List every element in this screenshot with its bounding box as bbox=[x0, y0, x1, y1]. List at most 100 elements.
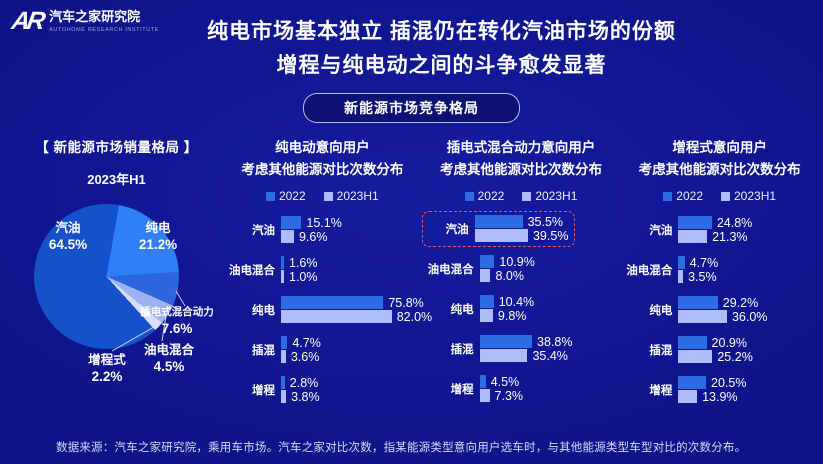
category-label: 增程 bbox=[252, 385, 275, 397]
autohome-logo-icon: AR bbox=[9, 7, 45, 35]
category-label: 插混 bbox=[252, 345, 275, 357]
bar-value: 4.7% bbox=[689, 255, 719, 270]
bar-value: 29.2% bbox=[722, 295, 759, 310]
category-label: 汽油 bbox=[445, 224, 469, 236]
bar-value: 3.6% bbox=[290, 349, 320, 364]
bar-value: 35.4% bbox=[532, 348, 568, 363]
bar-value: 7.3% bbox=[494, 388, 524, 403]
bar-2022 bbox=[479, 335, 533, 348]
chart-subtitle: 考虑其他能源对比次数分布 bbox=[440, 162, 602, 177]
legend-swatch-icon bbox=[522, 191, 532, 201]
bar-group-纯电: 纯电 10.4% 9.8% bbox=[428, 295, 534, 323]
pie-panel: 【 新能源市场销量格局 】 2023年H1 纯电 21.2% 插电式混合动力 7.6%… bbox=[14, 128, 219, 416]
bar-value: 8.0% bbox=[495, 268, 524, 283]
category-label: 纯电 bbox=[450, 304, 474, 316]
legend-swatch-icon bbox=[265, 191, 275, 201]
legend: 2022 2023H1 bbox=[426, 189, 617, 203]
bar-group-增程: 增程 4.5% 7.3% bbox=[428, 375, 523, 403]
chart-subtitle: 考虑其他能源对比次数分布 bbox=[241, 162, 404, 177]
bar-value: 13.9% bbox=[702, 389, 738, 404]
bar-2023H1 bbox=[281, 350, 286, 363]
bar-2022 bbox=[281, 256, 284, 269]
charts-area: 【 新能源市场销量格局 】 2023年H1 纯电 21.2% 插电式混合动力 7.6%… bbox=[14, 128, 815, 416]
legend-swatch-icon bbox=[721, 191, 730, 201]
pie-slice-label: 纯电 21.2% bbox=[138, 221, 178, 253]
bar-2022 bbox=[678, 296, 718, 309]
bar-value: 20.5% bbox=[711, 375, 747, 390]
bar-2022 bbox=[678, 256, 685, 269]
bar-2022 bbox=[479, 295, 494, 308]
bar-2022 bbox=[678, 216, 712, 229]
pie-slice-label: 汽油 64.5% bbox=[48, 221, 88, 253]
bar-value: 25.2% bbox=[717, 349, 753, 364]
bar-group-插混: 插混 38.8% 35.4% bbox=[428, 335, 573, 363]
bar-group-纯电: 纯电 29.2% 36.0% bbox=[626, 296, 767, 324]
bar-group-汽油: 汽油 35.5% 39.5% bbox=[421, 211, 576, 247]
bar-2023H1 bbox=[474, 229, 528, 242]
bar-2022 bbox=[474, 215, 523, 228]
bar-value: 3.8% bbox=[291, 389, 320, 404]
bar-2023H1 bbox=[281, 270, 284, 283]
bar-value: 1.0% bbox=[289, 269, 318, 284]
bar-group-汽油: 汽油 24.8% 21.3% bbox=[626, 216, 752, 244]
bar-group-油电混合: 油电混合 1.6% 1.0% bbox=[229, 256, 318, 284]
category-label: 油电混合 bbox=[427, 264, 474, 276]
bar-value: 3.5% bbox=[688, 269, 717, 284]
bar-chart-phev: 插电式混合动力意向用户 考虑其他能源对比次数分布 2022 2023H1 汽油 35… bbox=[421, 128, 617, 416]
bar-value: 21.3% bbox=[712, 229, 748, 244]
logo-name: 汽车之家研究院 bbox=[49, 9, 141, 25]
bar-group-汽油: 汽油 15.1% 9.6% bbox=[229, 216, 342, 244]
bar-group-插混: 插混 4.7% 3.6% bbox=[229, 336, 321, 364]
bar-2022 bbox=[678, 376, 707, 389]
bar-group-增程: 增程 2.8% 3.8% bbox=[229, 376, 320, 404]
bar-value: 35.5% bbox=[527, 214, 564, 229]
category-label: 纯电 bbox=[649, 305, 673, 317]
category-label: 插混 bbox=[649, 345, 673, 357]
bar-group-插混: 插混 20.9% 25.2% bbox=[626, 336, 752, 364]
category-label: 油电混合 bbox=[626, 265, 673, 277]
bar-2023H1 bbox=[678, 350, 713, 363]
autohome-logo: AR 汽车之家研究院 AUTOHOME RESEARCH INSTITUTE bbox=[9, 7, 159, 35]
bar-2023H1 bbox=[479, 269, 491, 282]
bar-value: 38.8% bbox=[537, 334, 573, 349]
legend-swatch-icon bbox=[663, 191, 673, 201]
bar-chart-body: 汽油 35.5% 39.5% 油电混合 10.9% 8.0% 纯电 10.4% 9.8% 插混 38… bbox=[421, 211, 617, 403]
chart-title: 插电式混合动力意向用户 bbox=[446, 140, 596, 155]
category-label: 增程 bbox=[649, 385, 673, 397]
bar-value: 36.0% bbox=[731, 309, 768, 324]
bar-2022 bbox=[678, 336, 707, 349]
page-title: 纯电市场基本独立 插混仍在转化汽油市场的份额 增程与纯电动之间的斗争愈发显著 bbox=[0, 0, 823, 79]
legend: 2022 2023H1 bbox=[227, 189, 418, 203]
bar-value: 39.5% bbox=[532, 228, 569, 243]
category-label: 增程 bbox=[450, 384, 474, 396]
bar-chart-body: 汽油 15.1% 9.6% 油电混合 1.6% 1.0% 纯电 75.8% 82.0% 插混 4.7… bbox=[227, 216, 432, 404]
bar-value: 2.8% bbox=[289, 375, 319, 390]
title-line-1: 纯电市场基本独立 插混仍在转化汽油市场的份额 bbox=[207, 20, 676, 43]
bar-value: 1.6% bbox=[289, 255, 318, 270]
bar-2023H1 bbox=[678, 390, 698, 403]
bar-group-纯电: 纯电 75.8% 82.0% bbox=[229, 296, 432, 324]
bar-2023H1 bbox=[479, 309, 493, 322]
pie-period: 2023年H1 bbox=[87, 172, 146, 187]
bar-2023H1 bbox=[678, 310, 727, 323]
chart-title: 增程式意向用户 bbox=[672, 140, 767, 155]
title-line-2: 增程与纯电动之间的斗争愈发显著 bbox=[276, 54, 607, 77]
bar-value: 9.8% bbox=[497, 308, 527, 323]
category-label: 汽油 bbox=[252, 225, 275, 237]
bar-value: 4.5% bbox=[490, 374, 520, 389]
pie-slice-label: 插电式混合动力 7.6% bbox=[140, 306, 214, 336]
legend-item-2022: 2022 bbox=[265, 189, 306, 203]
bar-2022 bbox=[281, 216, 302, 229]
category-label: 纯电 bbox=[252, 305, 275, 317]
bar-value: 24.8% bbox=[716, 215, 753, 230]
bar-group-油电混合: 油电混合 10.9% 8.0% bbox=[428, 255, 535, 283]
bar-2022 bbox=[281, 296, 384, 309]
pie-chart-wrap: 纯电 21.2% 插电式混合动力 7.6% 油电混合 4.5% 增程式 2.2% 汽油 64.5% bbox=[14, 194, 219, 416]
bar-2023H1 bbox=[479, 349, 528, 362]
category-label: 油电混合 bbox=[229, 265, 275, 277]
bar-value: 20.9% bbox=[711, 335, 747, 350]
category-label: 汽油 bbox=[649, 225, 673, 237]
bar-value: 82.0% bbox=[396, 309, 433, 324]
bar-2022 bbox=[479, 375, 486, 388]
